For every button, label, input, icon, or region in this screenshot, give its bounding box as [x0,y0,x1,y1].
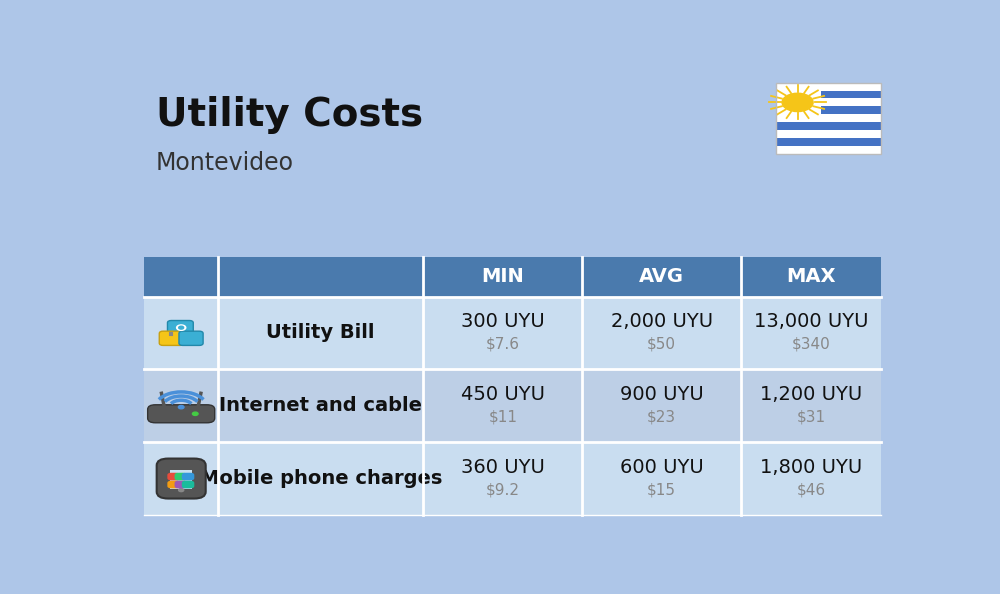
FancyBboxPatch shape [776,83,821,122]
Text: Utility Bill: Utility Bill [266,324,375,343]
FancyBboxPatch shape [144,296,881,369]
Text: $50: $50 [647,337,676,352]
FancyBboxPatch shape [776,106,881,114]
FancyBboxPatch shape [776,122,881,130]
Text: 2,000 UYU: 2,000 UYU [611,312,713,331]
FancyBboxPatch shape [175,481,187,488]
FancyBboxPatch shape [776,130,881,138]
FancyBboxPatch shape [776,99,881,106]
FancyBboxPatch shape [776,114,881,122]
Circle shape [782,93,813,112]
FancyBboxPatch shape [170,470,192,488]
Text: $11: $11 [488,410,517,425]
Text: $31: $31 [796,410,825,425]
Circle shape [178,406,184,409]
Circle shape [177,325,186,330]
Text: 1,800 UYU: 1,800 UYU [760,457,862,476]
Circle shape [179,489,184,492]
Text: MIN: MIN [481,267,524,286]
FancyBboxPatch shape [776,146,881,154]
Text: 300 UYU: 300 UYU [461,312,545,331]
Text: 13,000 UYU: 13,000 UYU [754,312,868,331]
FancyBboxPatch shape [157,459,206,498]
FancyBboxPatch shape [182,473,194,481]
Text: $46: $46 [796,482,825,498]
Text: Montevideo: Montevideo [156,151,294,175]
Text: $15: $15 [647,482,676,498]
Text: MAX: MAX [786,267,836,286]
Text: 900 UYU: 900 UYU [620,385,704,404]
FancyBboxPatch shape [144,369,881,442]
FancyBboxPatch shape [167,321,193,335]
FancyBboxPatch shape [179,331,203,346]
FancyBboxPatch shape [159,331,183,346]
FancyBboxPatch shape [144,257,881,296]
FancyBboxPatch shape [776,91,881,99]
Text: Internet and cable: Internet and cable [219,396,422,415]
Text: Mobile phone charges: Mobile phone charges [200,469,442,488]
FancyBboxPatch shape [167,481,180,488]
FancyBboxPatch shape [776,83,881,91]
Text: Utility Costs: Utility Costs [156,96,423,134]
Text: $340: $340 [792,337,830,352]
Text: AVG: AVG [639,267,684,286]
FancyBboxPatch shape [144,442,881,515]
FancyBboxPatch shape [175,473,187,481]
FancyBboxPatch shape [167,473,180,481]
FancyBboxPatch shape [182,481,194,488]
Circle shape [192,412,198,415]
Text: $23: $23 [647,410,676,425]
Text: $7.6: $7.6 [486,337,520,352]
Text: 1,200 UYU: 1,200 UYU [760,385,862,404]
FancyBboxPatch shape [776,138,881,146]
Text: 600 UYU: 600 UYU [620,457,704,476]
Text: 360 UYU: 360 UYU [461,457,545,476]
Text: 450 UYU: 450 UYU [461,385,545,404]
Text: $9.2: $9.2 [486,482,520,498]
Circle shape [179,326,184,329]
FancyBboxPatch shape [148,405,215,423]
